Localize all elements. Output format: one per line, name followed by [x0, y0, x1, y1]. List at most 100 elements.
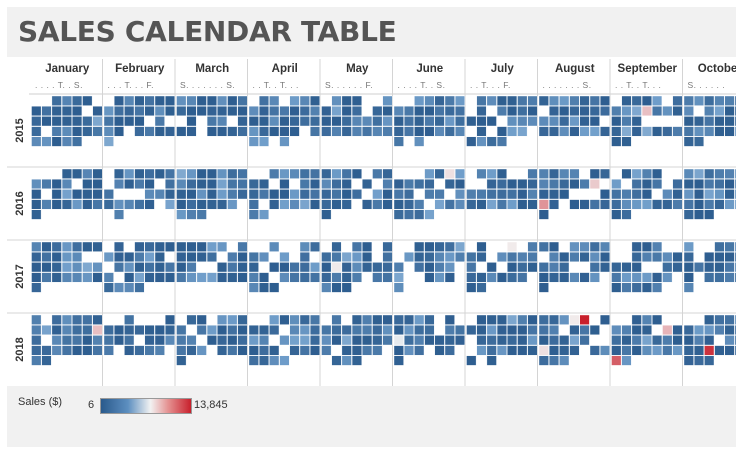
day-cell — [486, 325, 497, 336]
day-cell — [672, 189, 683, 200]
day-cell — [476, 345, 487, 356]
day-cell — [41, 106, 52, 117]
day-cell — [559, 126, 570, 137]
month-label-september: September — [618, 63, 678, 75]
day-cell — [61, 262, 72, 273]
day-cell — [269, 116, 280, 127]
day-cell — [113, 126, 124, 137]
day-cell — [496, 345, 507, 356]
day-cell — [186, 335, 197, 346]
day-cell — [527, 168, 538, 179]
day-cell — [124, 106, 135, 117]
day-cell — [455, 189, 466, 200]
day-cell — [134, 325, 145, 336]
day-cell — [517, 251, 528, 262]
day-cell — [662, 251, 673, 262]
day-cell — [724, 314, 735, 325]
day-cell — [124, 178, 135, 189]
day-cell — [331, 189, 342, 200]
day-cell — [631, 325, 642, 336]
day-cell — [600, 106, 611, 117]
day-cell — [331, 95, 342, 106]
day-cell — [621, 116, 632, 127]
day-cell — [61, 314, 72, 325]
day-cell — [621, 126, 632, 137]
day-cell — [289, 95, 300, 106]
day-cell — [331, 314, 342, 325]
day-cell — [310, 241, 321, 252]
day-cell — [589, 272, 600, 283]
day-cell — [527, 241, 538, 252]
day-cell — [683, 325, 694, 336]
day-cell — [589, 345, 600, 356]
day-cell — [424, 106, 435, 117]
day-cell — [549, 251, 560, 262]
day-cell — [144, 126, 155, 137]
day-cell — [164, 314, 175, 325]
day-cell — [694, 136, 705, 147]
day-cell — [496, 189, 507, 200]
day-cell — [486, 262, 497, 273]
day-cell — [248, 272, 259, 283]
day-cell — [672, 345, 683, 356]
day-cell — [51, 335, 62, 346]
day-cell — [164, 178, 175, 189]
day-cell — [704, 345, 715, 356]
day-cell — [589, 178, 600, 189]
page-title: SALES CALENDAR TABLE — [18, 15, 397, 48]
day-cell — [176, 189, 187, 200]
day-cell — [600, 126, 611, 137]
day-cell — [683, 335, 694, 346]
day-cell — [404, 116, 415, 127]
day-cell — [227, 335, 238, 346]
day-cell — [382, 335, 393, 346]
day-cell — [414, 335, 425, 346]
day-cell — [154, 345, 165, 356]
day-cell — [279, 199, 290, 210]
day-cell — [341, 251, 352, 262]
day-cell — [299, 262, 310, 273]
day-cell — [704, 116, 715, 127]
weekday-labels-april: . . T. . T. . . — [253, 80, 299, 90]
day-cell — [434, 335, 445, 346]
day-cell — [559, 262, 570, 273]
day-cell — [72, 116, 83, 127]
day-cell — [579, 314, 590, 325]
day-cell — [714, 272, 725, 283]
day-cell — [496, 251, 507, 262]
day-cell — [31, 136, 42, 147]
day-cell — [61, 345, 72, 356]
day-cell — [466, 325, 477, 336]
day-cell — [724, 251, 735, 262]
legend-title: Sales ($) — [18, 396, 63, 408]
day-cell — [248, 325, 259, 336]
day-cell — [61, 335, 72, 346]
day-cell — [382, 95, 393, 106]
day-cell — [724, 106, 735, 117]
day-cell — [496, 325, 507, 336]
day-cell — [714, 325, 725, 336]
day-cell — [196, 272, 207, 283]
day-cell — [341, 116, 352, 127]
day-cell — [124, 335, 135, 346]
day-cell — [393, 199, 404, 210]
day-cell — [393, 116, 404, 127]
day-cell — [579, 178, 590, 189]
day-cell — [496, 126, 507, 137]
day-cell — [92, 126, 103, 137]
day-cell — [72, 126, 83, 137]
day-cell — [455, 178, 466, 189]
day-cell — [310, 126, 321, 137]
day-cell — [217, 199, 228, 210]
day-cell — [61, 199, 72, 210]
day-cell — [351, 241, 362, 252]
day-cell — [351, 335, 362, 346]
day-cell — [704, 189, 715, 200]
day-cell — [258, 355, 269, 366]
day-cell — [496, 95, 507, 106]
day-cell — [289, 262, 300, 273]
year-label-2017: 2017 — [14, 264, 26, 288]
day-cell — [154, 106, 165, 117]
day-cell — [714, 262, 725, 273]
day-cell — [517, 272, 528, 283]
